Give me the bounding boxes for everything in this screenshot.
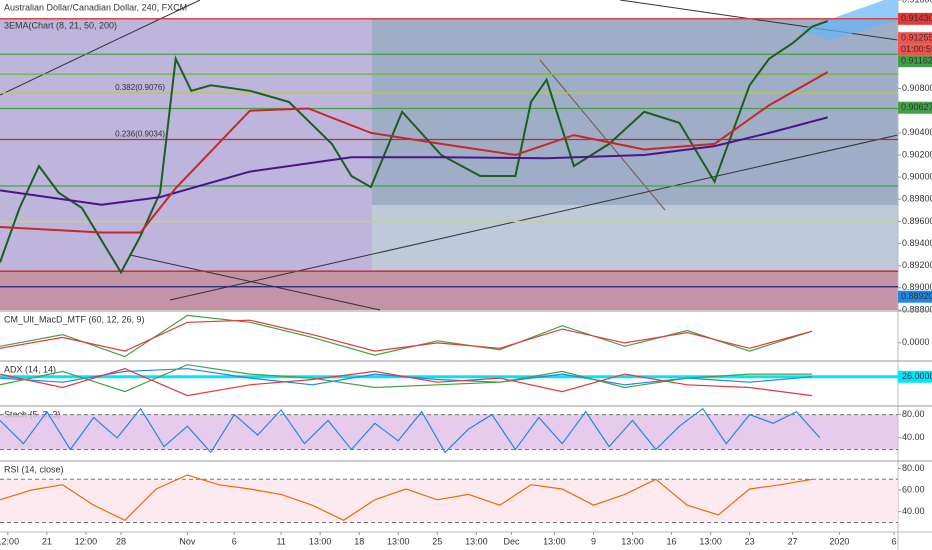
series-line bbox=[0, 364, 813, 393]
y-tick-label: 80.00 bbox=[902, 463, 925, 473]
series-line bbox=[0, 319, 813, 352]
panel-title: CM_Ult_MacD_MTF (60, 12, 26, 9) bbox=[4, 314, 145, 324]
price-tag bbox=[898, 32, 932, 45]
x-tick-label: Nov bbox=[179, 536, 196, 546]
zone-purple bbox=[0, 18, 372, 270]
x-tick-label: 2020 bbox=[829, 536, 849, 546]
price-tag-label: 0.90627 bbox=[901, 102, 932, 112]
x-tick-label: 6 bbox=[892, 536, 897, 546]
x-tick-label: 12:00 bbox=[0, 536, 19, 546]
y-tick-label: 0.89400 bbox=[902, 238, 932, 248]
panel-title: RSI (14, close) bbox=[4, 464, 64, 474]
x-tick-label: Dec bbox=[503, 536, 520, 546]
zone-tint bbox=[0, 18, 898, 270]
chart-title: Australian Dollar/Canadian Dollar, 240, … bbox=[4, 2, 187, 12]
y-tick-label: 0.91600 bbox=[902, 0, 932, 4]
x-tick-label: 13:00 bbox=[309, 536, 332, 546]
panel-title: Stoch (5, 3, 3) bbox=[4, 409, 61, 419]
countdown-tag bbox=[898, 44, 932, 56]
x-tick-label: 27 bbox=[788, 536, 798, 546]
trend-line bbox=[169, 134, 899, 301]
series-line bbox=[0, 474, 813, 522]
trend-line bbox=[539, 59, 666, 211]
y-tick-label: 0.0000 bbox=[902, 337, 930, 347]
x-tick-label: 23 bbox=[745, 536, 755, 546]
series-line bbox=[0, 116, 828, 206]
x-tick-label: 25 bbox=[432, 536, 442, 546]
y-tick-label: 60.00 bbox=[902, 484, 925, 494]
chart-subtitle: 3EMA(Chart (8, 21, 50, 200) bbox=[4, 20, 117, 30]
price-tag bbox=[898, 55, 932, 68]
y-tick-label: 0.90200 bbox=[902, 149, 932, 159]
price-tag-label: 0.91162 bbox=[901, 56, 932, 66]
x-tick-label: 28 bbox=[116, 536, 126, 546]
fib-label: 0.236(0.9034) bbox=[115, 130, 165, 139]
trend-line bbox=[0, 0, 201, 96]
x-tick-label: 13:00 bbox=[387, 536, 410, 546]
y-tick-label: 0.89800 bbox=[902, 194, 932, 204]
y-tick-label: 0.89200 bbox=[902, 260, 932, 270]
y-tick-label: 40.00 bbox=[902, 432, 925, 442]
y-tick-label: 0.90400 bbox=[902, 127, 932, 137]
fib-label: 0.382(0.9076) bbox=[115, 83, 165, 92]
x-tick-label: 21 bbox=[42, 536, 52, 546]
x-tick-label: 11 bbox=[276, 536, 285, 546]
highlight-tag bbox=[898, 370, 932, 383]
x-tick-label: 13:00 bbox=[621, 536, 644, 546]
zone-light bbox=[372, 205, 898, 270]
x-tick-label: 12:00 bbox=[75, 536, 98, 546]
x-tick-label: 16 bbox=[667, 536, 677, 546]
y-tick-label: 26.0000 bbox=[902, 371, 932, 381]
x-tick-label: 13:00 bbox=[465, 536, 488, 546]
y-tick-label: 0.90800 bbox=[902, 83, 932, 93]
price-tag-label: 0.91255 bbox=[901, 33, 932, 43]
x-tick-label: 9 bbox=[591, 536, 596, 546]
trend-line bbox=[129, 254, 381, 311]
y-tick-label: 0.89000 bbox=[902, 282, 932, 292]
series-line bbox=[0, 407, 821, 454]
zone-maroon bbox=[0, 270, 898, 310]
countdown: 01:00:59 bbox=[901, 44, 932, 54]
price-tag bbox=[898, 12, 932, 25]
x-tick-label: 13:00 bbox=[543, 536, 566, 546]
price-tag bbox=[898, 290, 932, 303]
y-tick-label: 0.90000 bbox=[902, 172, 932, 182]
series-line bbox=[0, 368, 813, 397]
x-tick-label: 18 bbox=[354, 536, 364, 546]
x-tick-label: 6 bbox=[232, 536, 237, 546]
y-tick-label: 40.00 bbox=[902, 506, 925, 516]
series-line bbox=[0, 20, 829, 275]
band bbox=[0, 414, 898, 450]
x-tick-label: 13:00 bbox=[699, 536, 722, 546]
panel-title: ADX (14, 14) bbox=[4, 364, 56, 374]
y-tick-label: 0.89600 bbox=[902, 216, 932, 226]
price-tag bbox=[898, 101, 932, 114]
y-tick-label: 0.88800 bbox=[902, 304, 932, 314]
price-tag-label: 0.91430 bbox=[901, 13, 932, 23]
band bbox=[0, 479, 898, 523]
channel bbox=[800, 0, 898, 40]
y-tick-label: 80.00 bbox=[902, 409, 925, 419]
price-tag-label: 0.88920 bbox=[901, 291, 932, 301]
series-line bbox=[0, 71, 829, 234]
series-line bbox=[0, 314, 813, 358]
